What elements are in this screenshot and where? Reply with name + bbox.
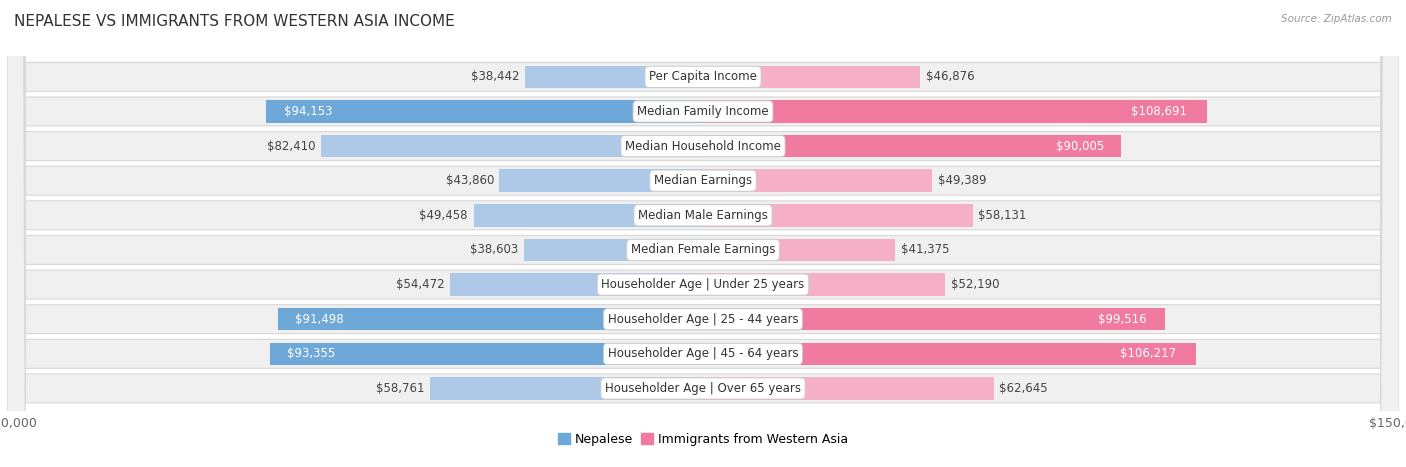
Text: Householder Age | 25 - 44 years: Householder Age | 25 - 44 years xyxy=(607,313,799,325)
Text: Householder Age | 45 - 64 years: Householder Age | 45 - 64 years xyxy=(607,347,799,361)
FancyBboxPatch shape xyxy=(7,0,1399,467)
FancyBboxPatch shape xyxy=(7,0,1399,467)
Text: NEPALESE VS IMMIGRANTS FROM WESTERN ASIA INCOME: NEPALESE VS IMMIGRANTS FROM WESTERN ASIA… xyxy=(14,14,454,29)
Text: $49,458: $49,458 xyxy=(419,209,468,222)
Text: $58,761: $58,761 xyxy=(377,382,425,395)
Bar xyxy=(450,273,703,296)
Bar xyxy=(474,204,703,226)
Bar xyxy=(703,135,1121,157)
Text: $91,498: $91,498 xyxy=(295,313,344,325)
Legend: Nepalese, Immigrants from Western Asia: Nepalese, Immigrants from Western Asia xyxy=(553,428,853,451)
Text: $52,190: $52,190 xyxy=(950,278,1000,291)
Text: Median Family Income: Median Family Income xyxy=(637,105,769,118)
Bar xyxy=(703,308,1164,331)
Bar xyxy=(703,204,973,226)
Text: Per Capita Income: Per Capita Income xyxy=(650,71,756,83)
FancyBboxPatch shape xyxy=(7,0,1399,467)
Text: Source: ZipAtlas.com: Source: ZipAtlas.com xyxy=(1281,14,1392,24)
Bar xyxy=(703,170,932,192)
Text: Median Male Earnings: Median Male Earnings xyxy=(638,209,768,222)
Text: $62,645: $62,645 xyxy=(1000,382,1047,395)
FancyBboxPatch shape xyxy=(7,0,1399,467)
Text: $41,375: $41,375 xyxy=(900,243,949,256)
Bar xyxy=(430,377,703,400)
Text: $43,860: $43,860 xyxy=(446,174,494,187)
Bar xyxy=(524,65,703,88)
Bar xyxy=(703,100,1208,123)
Bar xyxy=(703,239,896,261)
Text: $38,603: $38,603 xyxy=(470,243,519,256)
Text: $49,389: $49,389 xyxy=(938,174,986,187)
Text: Householder Age | Over 65 years: Householder Age | Over 65 years xyxy=(605,382,801,395)
Bar xyxy=(499,170,703,192)
Bar xyxy=(266,100,703,123)
Bar xyxy=(703,377,994,400)
FancyBboxPatch shape xyxy=(7,0,1399,467)
FancyBboxPatch shape xyxy=(7,0,1399,467)
FancyBboxPatch shape xyxy=(7,0,1399,467)
FancyBboxPatch shape xyxy=(7,0,1399,467)
Text: Median Earnings: Median Earnings xyxy=(654,174,752,187)
Text: $58,131: $58,131 xyxy=(979,209,1026,222)
Bar xyxy=(703,273,945,296)
Text: Median Female Earnings: Median Female Earnings xyxy=(631,243,775,256)
Bar xyxy=(524,239,703,261)
Text: $106,217: $106,217 xyxy=(1121,347,1175,361)
Text: $82,410: $82,410 xyxy=(267,140,315,153)
FancyBboxPatch shape xyxy=(7,0,1399,467)
Text: $93,355: $93,355 xyxy=(287,347,336,361)
FancyBboxPatch shape xyxy=(7,0,1399,467)
Text: $99,516: $99,516 xyxy=(1098,313,1146,325)
Bar xyxy=(270,343,703,365)
Bar xyxy=(703,65,921,88)
Text: Median Household Income: Median Household Income xyxy=(626,140,780,153)
Text: $90,005: $90,005 xyxy=(1056,140,1104,153)
Text: $46,876: $46,876 xyxy=(927,71,974,83)
Text: Householder Age | Under 25 years: Householder Age | Under 25 years xyxy=(602,278,804,291)
Bar xyxy=(278,308,703,331)
Text: $108,691: $108,691 xyxy=(1132,105,1187,118)
Text: $54,472: $54,472 xyxy=(396,278,444,291)
Bar xyxy=(703,343,1197,365)
Text: $94,153: $94,153 xyxy=(284,105,332,118)
Bar xyxy=(321,135,703,157)
Text: $38,442: $38,442 xyxy=(471,71,519,83)
